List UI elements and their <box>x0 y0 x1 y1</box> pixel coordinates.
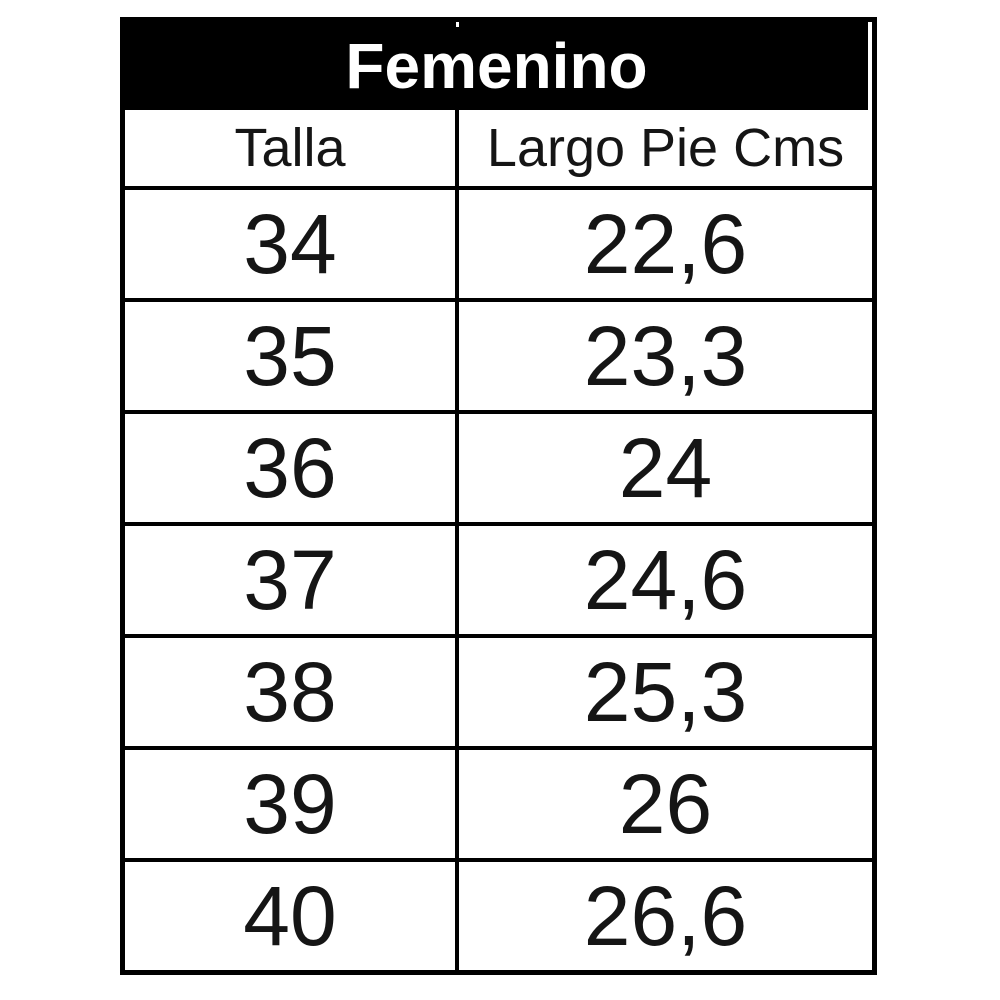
length-cell: 22,6 <box>455 190 872 298</box>
length-cell: 26 <box>455 750 872 858</box>
header-row: Talla Largo Pie Cms <box>125 110 872 190</box>
size-chart-table: Femenino Talla Largo Pie Cms 34 22,6 35 … <box>120 17 877 975</box>
length-cell: 26,6 <box>455 862 872 970</box>
column-header-size: Talla <box>125 110 455 186</box>
size-cell: 39 <box>125 750 455 858</box>
table-title: Femenino <box>345 30 648 102</box>
table-row: 40 26,6 <box>125 862 872 970</box>
length-cell: 24 <box>455 414 872 522</box>
size-cell: 37 <box>125 526 455 634</box>
table-row: 38 25,3 <box>125 638 872 750</box>
length-cell: 23,3 <box>455 302 872 410</box>
table-title-band: Femenino <box>125 22 872 110</box>
size-cell: 34 <box>125 190 455 298</box>
size-cell: 36 <box>125 414 455 522</box>
table-row: 34 22,6 <box>125 190 872 302</box>
size-cell: 40 <box>125 862 455 970</box>
table-row: 37 24,6 <box>125 526 872 638</box>
size-cell: 35 <box>125 302 455 410</box>
length-cell: 25,3 <box>455 638 872 746</box>
column-header-length: Largo Pie Cms <box>455 110 872 186</box>
table-row: 36 24 <box>125 414 872 526</box>
table-row: 35 23,3 <box>125 302 872 414</box>
length-cell: 24,6 <box>455 526 872 634</box>
size-cell: 38 <box>125 638 455 746</box>
divider-notch-artifact <box>456 22 459 27</box>
table-row: 39 26 <box>125 750 872 862</box>
